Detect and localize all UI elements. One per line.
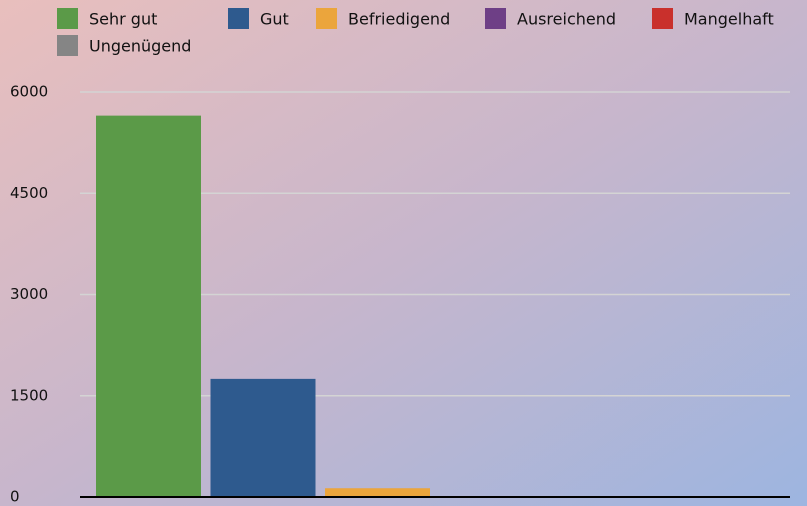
legend-label: Gut (260, 10, 289, 29)
legend-swatch (485, 8, 506, 29)
legend-label: Befriedigend (348, 10, 450, 29)
legend-swatch (316, 8, 337, 29)
y-tick-label: 1500 (10, 386, 48, 404)
bar (96, 115, 201, 497)
legend-swatch (57, 35, 78, 56)
legend-label: Ausreichend (517, 10, 616, 29)
y-tick-label: 4500 (10, 184, 48, 202)
legend-swatch (57, 8, 78, 29)
y-tick-label: 6000 (10, 83, 48, 101)
legend-label: Ungenügend (89, 37, 191, 56)
legend-swatch (652, 8, 673, 29)
legend-swatch (228, 8, 249, 29)
bar (325, 488, 430, 497)
legend-label: Sehr gut (89, 10, 157, 29)
bar (210, 378, 316, 497)
y-tick-label: 3000 (10, 285, 48, 303)
y-tick-label: 0 (10, 488, 20, 506)
legend-label: Mangelhaft (684, 10, 774, 29)
